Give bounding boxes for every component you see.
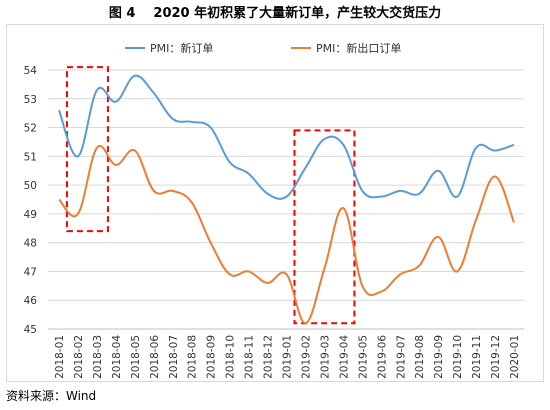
x-tick-label: 2019-03 (319, 335, 331, 379)
y-tick-label: 50 (24, 180, 37, 192)
figure-caption: 2020 年初积累了大量新订单，产生较大交货压力 (153, 6, 442, 21)
y-tick-label: 51 (24, 151, 37, 163)
y-tick-label: 53 (24, 94, 37, 106)
x-tick-label: 2018-06 (149, 335, 161, 379)
x-tick-label: 2018-03 (92, 335, 104, 379)
x-tick-label: 2019-05 (357, 335, 369, 379)
y-tick-label: 54 (24, 65, 38, 77)
x-tick-label: 2018-09 (206, 335, 218, 379)
legend-label-1: PMI：新订单 (150, 41, 213, 55)
legend-label-2: PMI：新出口订单 (316, 41, 401, 55)
figure-title: 图 4 2020 年初积累了大量新订单，产生较大交货压力 (0, 2, 550, 21)
x-tick-label: 2019-07 (395, 335, 407, 379)
y-tick-label: 45 (24, 324, 37, 336)
x-tick-label: 2018-08 (187, 335, 199, 379)
x-tick-label: 2018-04 (111, 335, 123, 379)
highlight-box-1 (65, 66, 109, 233)
legend: PMI：新订单 PMI：新出口订单 (125, 41, 401, 55)
x-tick-label: 2018-02 (73, 335, 85, 379)
highlight-box-2 (293, 129, 356, 325)
x-tick-label: 2018-10 (225, 335, 237, 379)
x-tick-label: 2019-11 (471, 335, 483, 379)
x-tick-label: 2020-01 (509, 335, 521, 379)
x-tick-label: 2018-11 (244, 335, 256, 379)
x-tick-label: 2019-04 (338, 335, 350, 379)
x-tick-label: 2019-08 (414, 335, 426, 379)
y-tick-label: 47 (24, 266, 37, 278)
source-note: 资料来源：Wind (6, 389, 97, 403)
x-tick-label: 2019-01 (282, 335, 294, 379)
series-lines (58, 74, 515, 325)
x-tick-label: 2019-10 (452, 335, 464, 379)
x-tick-label: 2018-12 (263, 335, 275, 379)
series-line-2 (58, 144, 515, 325)
figure-number: 图 4 (108, 6, 136, 21)
x-tick-label: 2019-06 (376, 335, 388, 379)
x-tick-label: 2019-12 (490, 335, 502, 379)
series-line-1 (58, 74, 515, 200)
x-tick-label: 2018-07 (168, 335, 180, 379)
chart-frame (6, 24, 544, 382)
x-axis-ticks: 2018-01 2018-02 2018-03 2018-04 2018-05 2018-… (54, 335, 521, 379)
y-tick-label: 49 (24, 209, 37, 221)
x-tick-label: 2019-09 (433, 335, 445, 379)
y-axis-ticks: 45 46 47 48 49 50 51 52 53 54 (24, 65, 38, 336)
y-tick-label: 52 (24, 123, 37, 135)
x-tick-label: 2019-02 (300, 335, 312, 379)
y-tick-label: 48 (24, 238, 37, 250)
x-tick-label: 2018-01 (54, 335, 66, 379)
y-tick-label: 46 (24, 295, 38, 307)
x-tick-label: 2018-05 (130, 335, 142, 379)
grid-lines (48, 69, 524, 330)
highlight-boxes (65, 66, 356, 325)
